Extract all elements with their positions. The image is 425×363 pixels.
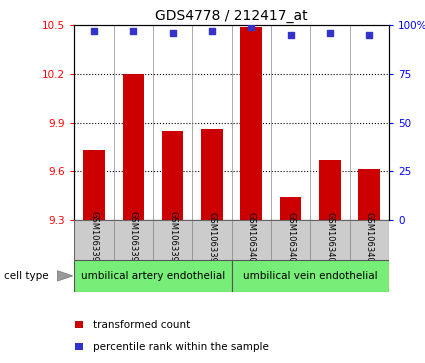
Point	[209, 28, 215, 34]
Text: GSM1063396: GSM1063396	[90, 212, 99, 268]
Bar	[241, 27, 262, 220]
Text: GSM1063397: GSM1063397	[129, 212, 138, 268]
Bar	[122, 74, 144, 220]
Point	[366, 32, 373, 38]
Text: GSM1063405: GSM1063405	[247, 212, 256, 268]
Text: umbilical vein endothelial: umbilical vein endothelial	[243, 271, 377, 281]
Point	[287, 32, 294, 38]
FancyBboxPatch shape	[113, 220, 153, 260]
Bar	[162, 131, 184, 220]
Bar	[75, 321, 83, 329]
Text: percentile rank within the sample: percentile rank within the sample	[94, 342, 269, 352]
Text: cell type: cell type	[4, 271, 49, 281]
Bar	[319, 160, 341, 220]
Bar	[358, 170, 380, 220]
Point	[248, 24, 255, 30]
FancyBboxPatch shape	[192, 220, 232, 260]
FancyBboxPatch shape	[349, 220, 389, 260]
Text: transformed count: transformed count	[94, 320, 191, 330]
Point	[326, 30, 333, 36]
Text: GSM1063398: GSM1063398	[168, 212, 177, 268]
Bar	[75, 343, 83, 350]
Text: umbilical artery endothelial: umbilical artery endothelial	[81, 271, 225, 281]
Text: GSM1063408: GSM1063408	[365, 212, 374, 268]
Bar	[201, 129, 223, 220]
FancyBboxPatch shape	[271, 220, 310, 260]
Point	[169, 30, 176, 36]
Bar	[83, 150, 105, 220]
FancyBboxPatch shape	[310, 220, 349, 260]
FancyBboxPatch shape	[232, 260, 389, 292]
FancyBboxPatch shape	[74, 260, 232, 292]
Bar	[280, 197, 301, 220]
FancyBboxPatch shape	[74, 220, 113, 260]
FancyBboxPatch shape	[153, 220, 192, 260]
Point	[91, 28, 97, 34]
Text: GSM1063399: GSM1063399	[207, 212, 216, 268]
FancyBboxPatch shape	[232, 220, 271, 260]
Title: GDS4778 / 212417_at: GDS4778 / 212417_at	[155, 9, 308, 23]
Text: GSM1063406: GSM1063406	[286, 212, 295, 268]
Point	[130, 28, 137, 34]
Text: GSM1063407: GSM1063407	[326, 212, 334, 268]
Polygon shape	[57, 271, 73, 281]
